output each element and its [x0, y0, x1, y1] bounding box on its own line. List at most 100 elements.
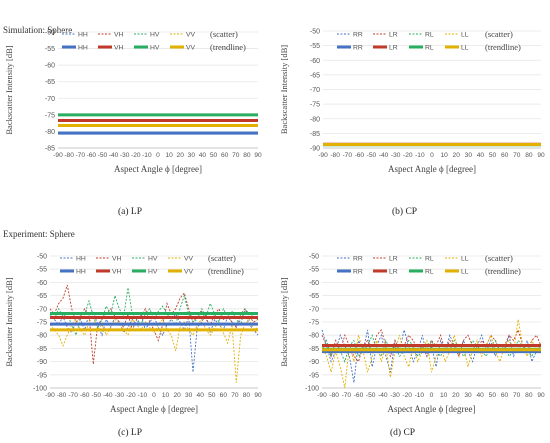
- x-tick-label: 10: [440, 152, 448, 159]
- x-tick-label: -10: [415, 152, 425, 159]
- x-tick-label: 20: [453, 152, 461, 159]
- y-tick-label: -65: [310, 72, 320, 79]
- y-tick-label: -55: [37, 267, 47, 274]
- y-axis-title: Backscatter Intensity [dB]: [4, 45, 14, 134]
- x-axis-title: Aspect Angle ϕ [degree]: [110, 404, 198, 414]
- x-tick-label: 30: [464, 392, 472, 399]
- x-tick-label: -30: [391, 152, 401, 159]
- y-tick-label: -50: [45, 30, 55, 37]
- x-tick-label: 50: [208, 392, 216, 399]
- chart-c-lp: -50-55-60-65-70-75-80-85-90-95-100-90 -80…: [4, 253, 262, 414]
- legend-scatter-label: HH: [78, 32, 88, 39]
- x-tick-label: 0: [156, 152, 160, 159]
- x-tick-label: 90: [254, 392, 262, 399]
- x-tick-label: -70: [342, 392, 352, 399]
- y-tick-label: -80: [45, 129, 55, 136]
- x-tick-label: -40: [379, 152, 389, 159]
- y-tick-label: -55: [45, 46, 55, 53]
- y-tick-label: -55: [310, 43, 320, 50]
- x-tick-label: 70: [513, 152, 521, 159]
- x-tick-label: -20: [131, 152, 141, 159]
- legend-trend-label: VV: [186, 45, 196, 52]
- x-tick-label: -60: [354, 392, 364, 399]
- y-tick-label: -100: [33, 386, 47, 393]
- y-tick-label: -80: [37, 333, 47, 340]
- y-tick-label: -70: [309, 306, 319, 313]
- x-tick-label: -70: [75, 152, 85, 159]
- legend-trend-label: RL: [425, 45, 434, 52]
- x-tick-label: 50: [489, 152, 497, 159]
- chart-a-lp: -50-55-60-65-70-75-80-85-90 -80 -70 -60 -50-…: [4, 29, 262, 174]
- x-tick-label: 20: [173, 392, 181, 399]
- y-tick-label: -75: [309, 320, 319, 327]
- x-tick-label: 60: [501, 392, 509, 399]
- x-tick-label: -10: [138, 392, 148, 399]
- legend-scatter-label: RR: [353, 256, 363, 263]
- legend-scatter-label: VV: [184, 256, 194, 263]
- x-tick-label: 50: [210, 152, 218, 159]
- y-tick-label: -95: [309, 372, 319, 379]
- x-tick-label: -80: [329, 392, 339, 399]
- x-tick-label: -60: [80, 392, 90, 399]
- x-tick-label: -20: [126, 392, 136, 399]
- scatter-line-vv: [49, 315, 259, 383]
- caption-d: (d) CP: [390, 428, 416, 438]
- x-tick-label: -30: [390, 392, 400, 399]
- caption-a: (a) LP: [118, 207, 143, 217]
- legend-scatter-label: LR: [389, 32, 398, 39]
- y-axis-title: Backscatter Intensity [dB]: [4, 277, 14, 366]
- x-tick-label: 70: [513, 392, 521, 399]
- legend-scatter-caption: (scatter): [210, 29, 238, 39]
- legend-trend-caption: (trendline): [210, 42, 246, 52]
- chart-b-cp: -50-55-60-65-70-75-80-85-90-90 -80 -70 -60-…: [279, 29, 545, 175]
- legend-trend-label: VH: [112, 269, 122, 276]
- x-tick-label: -30: [115, 392, 125, 399]
- x-tick-label: 20: [177, 152, 185, 159]
- legend-trend-caption: (trendline): [485, 42, 521, 52]
- y-tick-label: -60: [310, 58, 320, 65]
- x-tick-label: 0: [152, 392, 156, 399]
- x-tick-label: -90: [45, 392, 55, 399]
- y-tick-label: -90: [37, 359, 47, 366]
- y-tick-label: -70: [310, 87, 320, 94]
- y-tick-label: -95: [37, 372, 47, 379]
- y-tick-label: -60: [37, 280, 47, 287]
- x-tick-label: 90: [254, 152, 262, 159]
- x-tick-label: -40: [103, 392, 113, 399]
- x-tick-label: -80: [64, 152, 74, 159]
- y-tick-label: -80: [310, 116, 320, 123]
- legend-scatter-label: HV: [150, 32, 160, 39]
- y-tick-label: -65: [309, 293, 319, 300]
- y-tick-label: -85: [37, 346, 47, 353]
- legend-trend-caption: (trendline): [485, 266, 521, 276]
- legend-trend-label: LL: [461, 269, 469, 276]
- caption-c: (c) LP: [118, 428, 143, 438]
- x-tick-label: 80: [525, 152, 533, 159]
- x-tick-label: 40: [199, 152, 207, 159]
- x-tick-label: 30: [185, 392, 193, 399]
- legend-scatter-caption: (scatter): [208, 253, 236, 263]
- x-tick-label: -40: [378, 392, 388, 399]
- y-tick-label: -100: [305, 386, 319, 393]
- y-tick-label: -85: [310, 131, 320, 138]
- y-tick-label: -50: [310, 29, 320, 36]
- legend-scatter-label: LL: [461, 256, 469, 263]
- legend-scatter-label: LL: [461, 32, 469, 39]
- legend-trend-label: LR: [389, 45, 398, 52]
- legend-trend-label: HV: [148, 269, 158, 276]
- x-tick-label: 50: [489, 392, 497, 399]
- y-tick-label: -60: [45, 63, 55, 70]
- x-tick-label: -80: [57, 392, 67, 399]
- x-tick-label: 30: [188, 152, 196, 159]
- y-tick-label: -90: [310, 146, 320, 153]
- x-tick-label: -90: [317, 392, 327, 399]
- x-tick-label: 60: [221, 152, 229, 159]
- y-tick-label: -60: [309, 280, 319, 287]
- x-tick-label: 70: [231, 392, 239, 399]
- x-tick-label: -50: [91, 392, 101, 399]
- y-tick-label: -75: [37, 320, 47, 327]
- legend-scatter-label: LR: [389, 256, 398, 263]
- legend-scatter-label: VH: [114, 32, 124, 39]
- x-tick-label: -60: [355, 152, 365, 159]
- x-tick-label: -60: [87, 152, 97, 159]
